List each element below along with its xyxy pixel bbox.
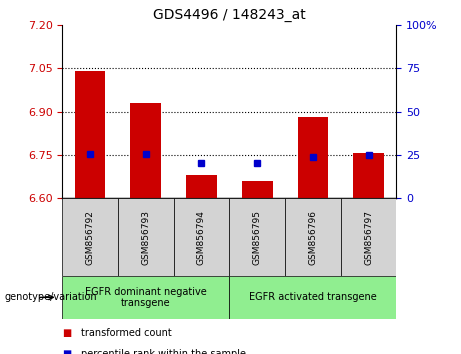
Bar <box>341 198 396 276</box>
Text: EGFR dominant negative
transgene: EGFR dominant negative transgene <box>85 286 207 308</box>
Text: EGFR activated transgene: EGFR activated transgene <box>249 292 377 302</box>
Bar <box>130 103 161 198</box>
Bar <box>229 198 285 276</box>
Bar <box>186 175 217 198</box>
Text: percentile rank within the sample: percentile rank within the sample <box>81 349 246 354</box>
Text: GSM856793: GSM856793 <box>141 210 150 265</box>
Bar <box>298 117 328 198</box>
Text: GSM856794: GSM856794 <box>197 210 206 265</box>
Bar <box>353 153 384 198</box>
Bar <box>242 181 272 198</box>
Title: GDS4496 / 148243_at: GDS4496 / 148243_at <box>153 8 306 22</box>
Bar <box>229 276 396 319</box>
Bar <box>75 71 106 198</box>
Text: transformed count: transformed count <box>81 328 171 338</box>
Text: ■: ■ <box>62 349 71 354</box>
Bar <box>62 276 229 319</box>
Text: GSM856796: GSM856796 <box>308 210 318 265</box>
Bar <box>118 198 174 276</box>
Text: ■: ■ <box>62 328 71 338</box>
Text: GSM856792: GSM856792 <box>86 210 95 265</box>
Bar <box>62 198 118 276</box>
Text: genotype/variation: genotype/variation <box>5 292 97 302</box>
Text: GSM856797: GSM856797 <box>364 210 373 265</box>
Bar <box>285 198 341 276</box>
Text: GSM856795: GSM856795 <box>253 210 262 265</box>
Bar <box>174 198 229 276</box>
